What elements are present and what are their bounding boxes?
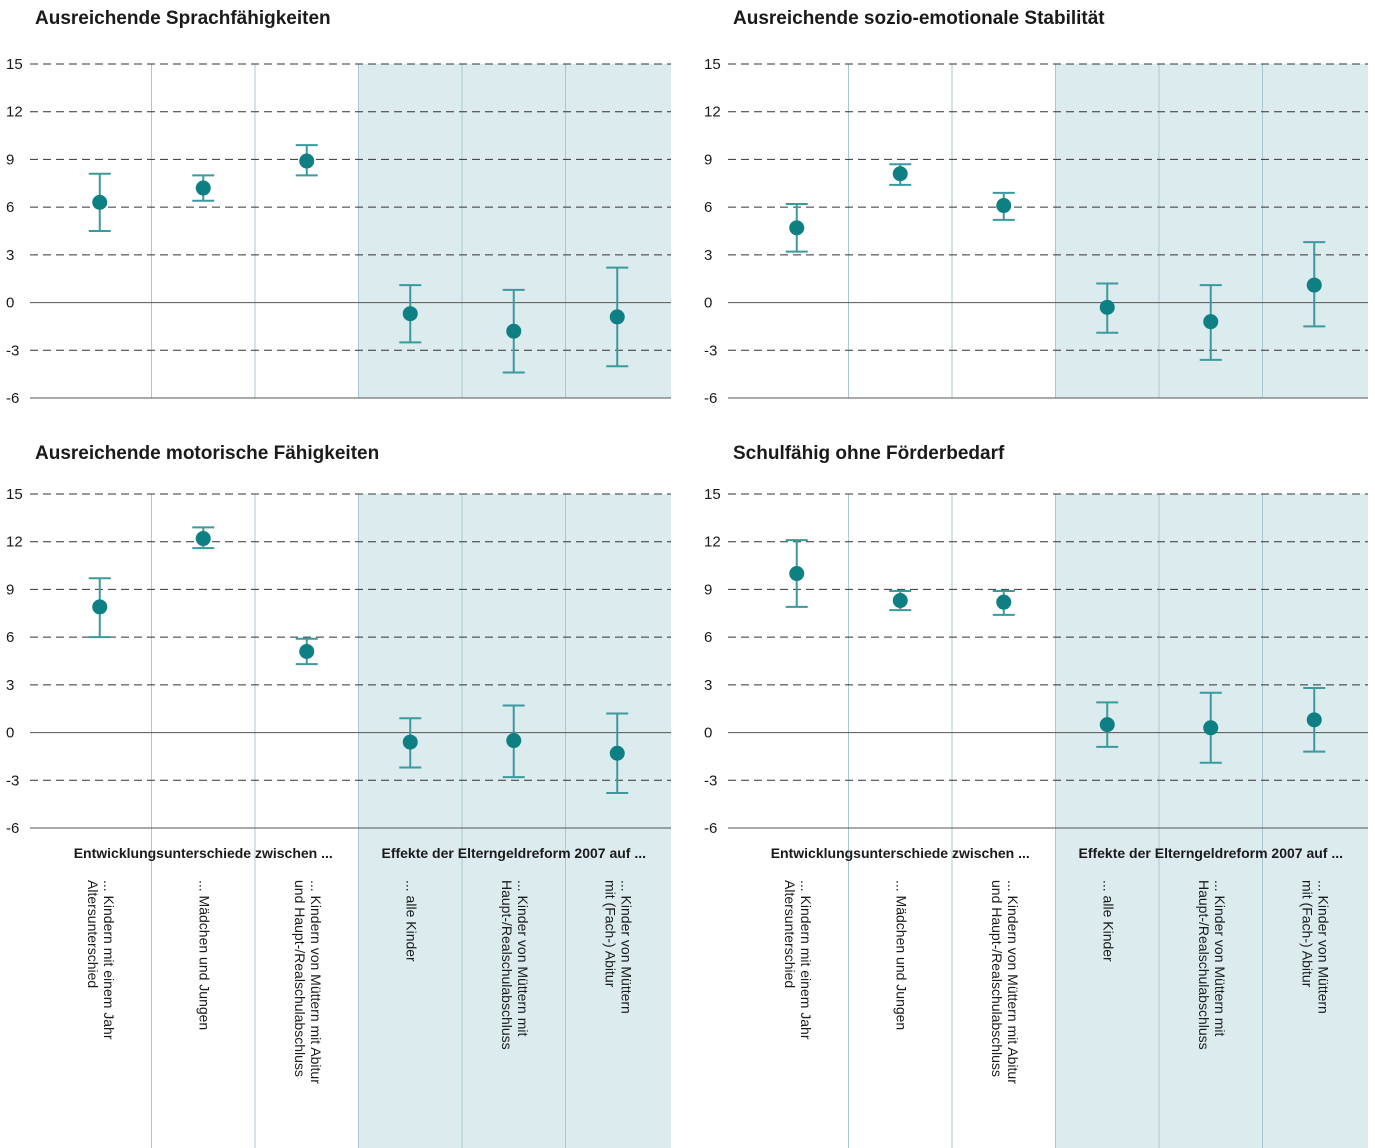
- y-tick-label: 9: [704, 151, 712, 168]
- group-label-left: Entwicklungsunterschiede zwischen ...: [74, 845, 333, 861]
- y-tick-label: 3: [6, 677, 14, 694]
- y-tick-label: 0: [6, 295, 14, 312]
- y-tick-label: 3: [704, 247, 712, 264]
- data-point: [403, 735, 418, 750]
- panel-title: Ausreichende sozio-emotionale Stabilität: [733, 8, 1105, 29]
- category-label: ... Kindern mit einem Jahr: [798, 880, 814, 1040]
- y-tick-label: 15: [704, 56, 721, 73]
- category-label: ... Mädchen und Jungen: [894, 880, 910, 1030]
- panel-4: Schulfähig ohne Förderbedarf 15 12 9 6 3 0 -3 -6: [704, 443, 1368, 1148]
- y-tick-label: 6: [6, 629, 14, 646]
- y-tick-label: 6: [704, 629, 712, 646]
- data-point: [403, 306, 418, 321]
- y-tick-label: 15: [6, 486, 23, 503]
- category-label: ... Kinder von Müttern: [619, 880, 635, 1014]
- y-tick-label: -3: [704, 772, 717, 789]
- y-tick-label: 3: [6, 247, 14, 264]
- data-point: [506, 324, 521, 339]
- data-point: [92, 195, 107, 210]
- data-point: [299, 154, 314, 169]
- category-label: ... Kindern von Müttern mit Abitur: [308, 880, 324, 1084]
- category-label: ... Kindern mit einem Jahr: [101, 880, 117, 1040]
- y-tick-label: 0: [704, 295, 712, 312]
- category-label: Haupt-/Realschulabschluss: [1196, 880, 1212, 1050]
- data-point: [610, 309, 625, 324]
- data-point: [196, 181, 211, 196]
- effects-shading: [359, 494, 672, 1148]
- y-tick-label: 12: [6, 104, 23, 121]
- panel-title: Ausreichende Sprachfähigkeiten: [35, 8, 331, 29]
- category-label: ... Kinder von Müttern mit: [515, 880, 531, 1037]
- category-label: Haupt-/Realschulabschluss: [499, 880, 515, 1050]
- data-point: [1203, 720, 1218, 735]
- y-tick-label: 9: [6, 581, 14, 598]
- panel-1: Ausreichende Sprachfähigkeiten 15 12 9 6 3 0 -3…: [6, 8, 671, 407]
- panel-title: Schulfähig ohne Förderbedarf: [733, 443, 1005, 464]
- y-tick-label: 15: [704, 486, 721, 503]
- y-tick-label: -6: [704, 390, 717, 407]
- y-tick-label: -6: [704, 820, 717, 837]
- category-label: ... Kinder von Müttern mit: [1212, 880, 1228, 1037]
- category-label: mit (Fach-) Abitur: [603, 880, 619, 988]
- y-tick-label: 12: [6, 534, 23, 551]
- data-point: [1203, 314, 1218, 329]
- group-label-right: Effekte der Elterngeldreform 2007 auf ..…: [1078, 845, 1343, 861]
- data-point: [996, 595, 1011, 610]
- effects-shading: [1056, 494, 1369, 1148]
- y-tick-label: -6: [6, 820, 19, 837]
- category-label: und Haupt-/Realschulabschluss: [989, 880, 1005, 1077]
- data-point: [92, 599, 107, 614]
- data-point: [893, 166, 908, 181]
- category-label: ... Mädchen und Jungen: [197, 880, 213, 1030]
- y-tick-label: 12: [704, 104, 721, 121]
- y-tick-label: -6: [6, 390, 19, 407]
- y-tick-label: -3: [6, 342, 19, 359]
- y-tick-label: -3: [704, 342, 717, 359]
- data-point: [1307, 278, 1322, 293]
- y-tick-label: 15: [6, 56, 23, 73]
- y-tick-label: 9: [704, 581, 712, 598]
- data-point: [1307, 712, 1322, 727]
- data-point: [196, 531, 211, 546]
- category-label: ... Kindern von Müttern mit Abitur: [1005, 880, 1021, 1084]
- y-tick-label: 0: [704, 725, 712, 742]
- data-point: [506, 733, 521, 748]
- y-tick-label: 12: [704, 534, 721, 551]
- y-tick-label: 9: [6, 151, 14, 168]
- category-label: und Haupt-/Realschulabschluss: [292, 880, 308, 1077]
- y-tick-label: 3: [704, 677, 712, 694]
- category-label: ... alle Kinder: [1101, 880, 1117, 962]
- y-tick-label: -3: [6, 772, 19, 789]
- category-label: mit (Fach-) Abitur: [1300, 880, 1316, 988]
- group-label-left: Entwicklungsunterschiede zwischen ...: [771, 845, 1030, 861]
- panel-3: Ausreichende motorische Fähigkeiten 15 12 9…: [6, 443, 671, 1148]
- category-label: ... alle Kinder: [404, 880, 420, 962]
- data-point: [789, 220, 804, 235]
- y-tick-label: 6: [6, 199, 14, 216]
- y-tick-label: 0: [6, 725, 14, 742]
- category-label: Altersunterschied: [85, 880, 101, 988]
- panel-title: Ausreichende motorische Fähigkeiten: [35, 443, 379, 464]
- group-label-right: Effekte der Elterngeldreform 2007 auf ..…: [381, 845, 646, 861]
- y-tick-label: 6: [704, 199, 712, 216]
- data-point: [893, 593, 908, 608]
- data-point: [1100, 300, 1115, 315]
- data-point: [299, 644, 314, 659]
- data-point: [1100, 717, 1115, 732]
- category-label: ... Kinder von Müttern: [1316, 880, 1332, 1014]
- category-label: Altersunterschied: [782, 880, 798, 988]
- data-point: [610, 746, 625, 761]
- data-point: [996, 198, 1011, 213]
- data-point: [789, 566, 804, 581]
- panel-2: Ausreichende sozio-emotionale Stabilität…: [704, 8, 1368, 407]
